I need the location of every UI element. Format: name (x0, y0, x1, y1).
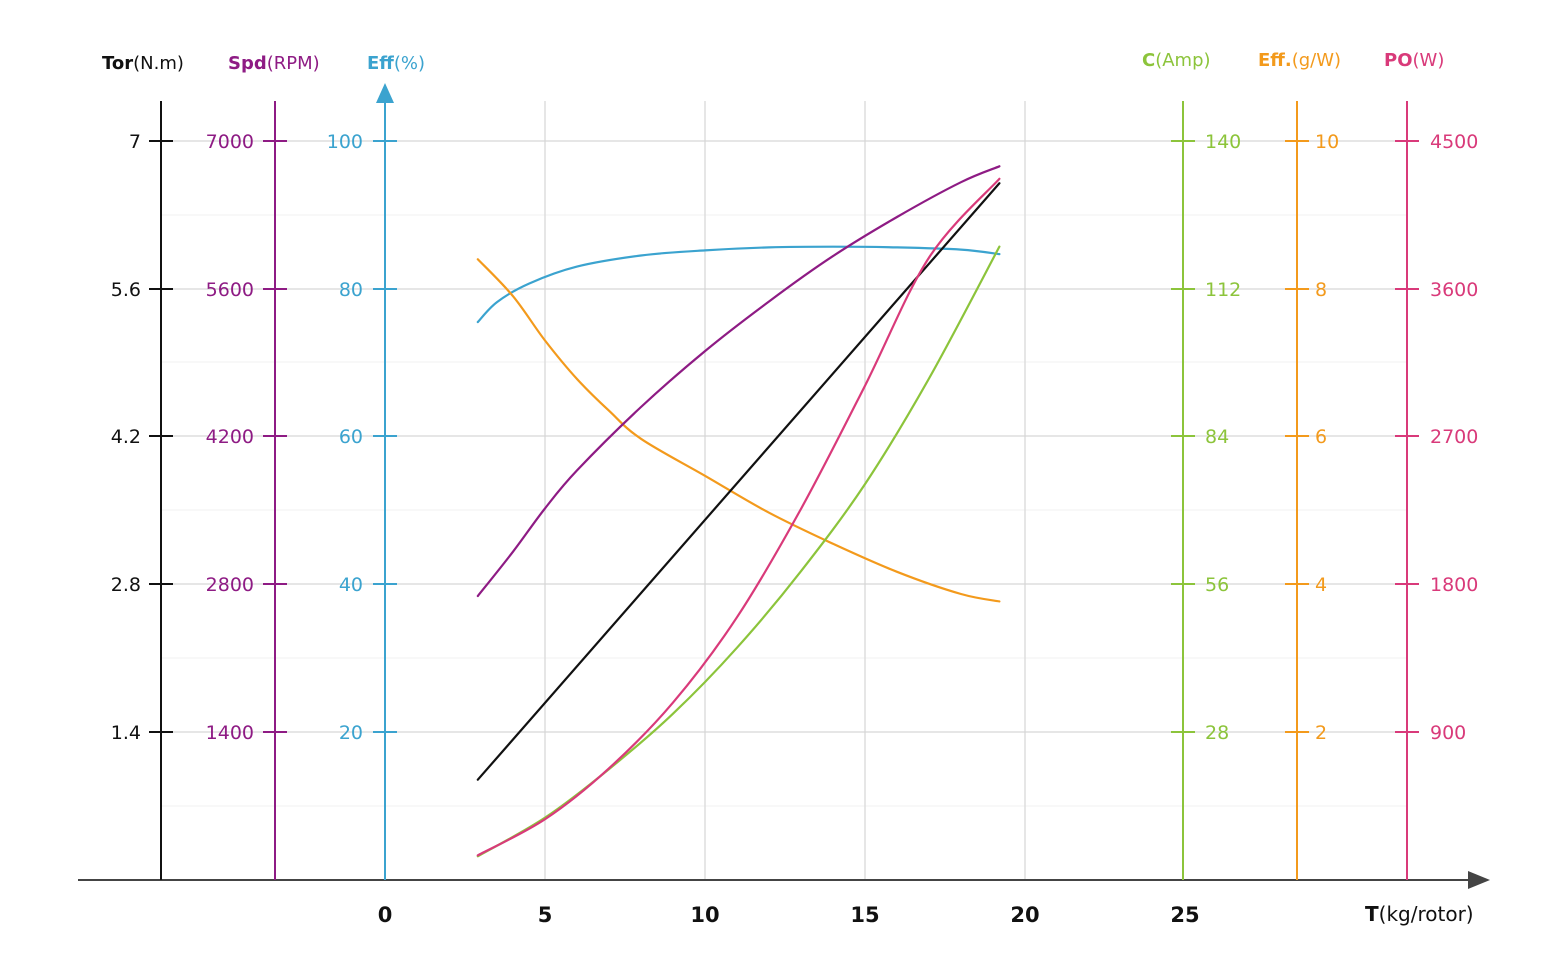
eff-axis-title-bold: Eff (367, 53, 394, 74)
x-tick-label: 10 (690, 903, 719, 927)
cur-tick-label: 112 (1205, 279, 1241, 301)
po-tick-label: 2700 (1430, 426, 1478, 448)
tor-series-line (476, 182, 1001, 781)
tor-axis-title-unit: (N.m) (133, 53, 184, 74)
effg-axis-title: Eff.(g/W) (1258, 50, 1341, 71)
spd-tick-label: 7000 (206, 131, 254, 153)
effg-tick-label: 8 (1315, 279, 1327, 301)
effg-tick-label: 10 (1315, 131, 1339, 153)
po-series-line (476, 177, 1001, 857)
x-axis-title-bold: T (1365, 902, 1379, 926)
cur-axis-title-unit: (Amp) (1155, 50, 1210, 71)
cur-axis-title-bold: C (1142, 50, 1155, 71)
eff-tick-label: 40 (339, 574, 363, 596)
effg-tick-label: 4 (1315, 574, 1327, 596)
cur-series-line (476, 245, 1001, 858)
eff-axis-title-unit: (%) (394, 53, 425, 74)
cur-tick-label: 140 (1205, 131, 1241, 153)
cur-tick-label: 56 (1205, 574, 1229, 596)
x-axis-arrow (1468, 871, 1490, 889)
x-tick-label: 20 (1010, 903, 1039, 927)
cur-axis-title: C(Amp) (1142, 50, 1211, 71)
tor-tick-label: 2.8 (111, 574, 141, 596)
spd-axis-title: Spd(RPM) (228, 53, 320, 74)
eff-tick-label: 20 (339, 722, 363, 744)
eff-axis-title: Eff(%) (367, 53, 425, 74)
po-axis-title-unit: (W) (1413, 50, 1445, 71)
spd-axis-title-bold: Spd (228, 53, 267, 74)
spd-series-line (476, 165, 1001, 598)
x-tick-label: 5 (538, 903, 553, 927)
x-tick-label: 0 (378, 903, 393, 927)
spd-tick-label: 1400 (206, 722, 254, 744)
x-axis-title: T(kg/rotor) (1365, 902, 1474, 926)
effg-axis-title-bold: Eff. (1258, 50, 1292, 71)
po-axis-title: PO(W) (1384, 50, 1444, 71)
eff-tick-label: 80 (339, 279, 363, 301)
effg-tick-label: 2 (1315, 722, 1327, 744)
tor-axis-title: Tor(N.m) (102, 53, 184, 74)
cur-tick-label: 28 (1205, 722, 1229, 744)
po-tick-label: 4500 (1430, 131, 1478, 153)
eff-series-line (476, 245, 1001, 324)
axes (78, 83, 1490, 889)
data-series (476, 165, 1001, 858)
tor-tick-label: 7 (129, 131, 141, 153)
spd-tick-label: 5600 (206, 279, 254, 301)
tor-tick-label: 5.6 (111, 279, 141, 301)
po-tick-label: 1800 (1430, 574, 1478, 596)
effg-series-line (476, 258, 1001, 603)
tor-tick-label: 4.2 (111, 426, 141, 448)
x-tick-label: 25 (1170, 903, 1199, 927)
spd-tick-label: 2800 (206, 574, 254, 596)
effg-axis-title-unit: (g/W) (1292, 50, 1341, 71)
eff-tick-label: 60 (339, 426, 363, 448)
spd-axis-title-unit: (RPM) (267, 53, 320, 74)
spd-tick-label: 4200 (206, 426, 254, 448)
x-axis-title-unit: (kg/rotor) (1379, 902, 1474, 926)
x-tick-label: 15 (850, 903, 879, 927)
grid-lines (161, 101, 1407, 880)
eff-tick-label: 100 (327, 131, 363, 153)
tor-tick-label: 1.4 (111, 722, 141, 744)
eff-axis-arrow (376, 83, 394, 103)
po-tick-label: 900 (1430, 722, 1466, 744)
po-axis-title-bold: PO (1384, 50, 1413, 71)
cur-tick-label: 84 (1205, 426, 1229, 448)
tor-axis-title-bold: Tor (102, 53, 133, 74)
labels: 1.42.84.25.67Tor(N.m)1400280042005600700… (102, 50, 1478, 927)
po-tick-label: 3600 (1430, 279, 1478, 301)
effg-tick-label: 6 (1315, 426, 1327, 448)
